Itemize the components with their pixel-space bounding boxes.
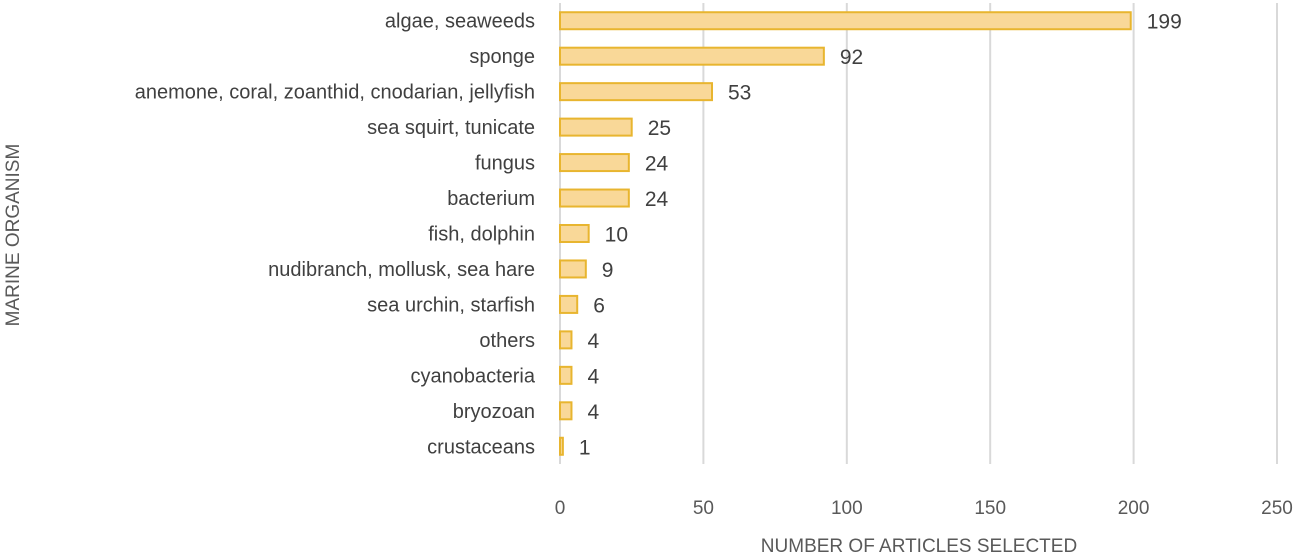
x-axis-title: NUMBER OF ARTICLES SELECTED <box>761 536 1077 556</box>
bar <box>559 46 825 66</box>
category-label: sponge <box>469 46 535 68</box>
bar <box>559 365 573 385</box>
data-label: 9 <box>602 259 614 282</box>
x-tick-label: 0 <box>555 498 566 519</box>
bar <box>559 188 630 208</box>
bar <box>559 294 579 314</box>
category-label: sea squirt, tunicate <box>367 117 535 139</box>
category-label: cyanobacteria <box>410 365 535 387</box>
x-tick-label: 50 <box>693 498 714 519</box>
data-label: 6 <box>593 294 605 317</box>
bars <box>559 11 1132 456</box>
y-axis-title: MARINE ORGANISM <box>3 144 24 327</box>
data-label: 4 <box>587 401 599 424</box>
category-label: algae, seaweeds <box>385 11 535 33</box>
bar <box>559 330 573 350</box>
bar <box>559 436 564 456</box>
category-label: fish, dolphin <box>428 224 535 246</box>
category-label: bacterium <box>447 188 535 210</box>
data-label: 1 <box>579 436 591 459</box>
category-label: crustaceans <box>427 436 535 458</box>
category-label: anemone, coral, zoanthid, cnodarian, jel… <box>135 82 535 104</box>
data-label: 24 <box>645 188 669 211</box>
data-label: 53 <box>728 82 751 105</box>
data-label: 92 <box>840 46 863 69</box>
x-tick-label: 250 <box>1261 498 1293 519</box>
bar <box>559 153 630 173</box>
category-label: nudibranch, mollusk, sea hare <box>268 259 535 281</box>
data-label: 10 <box>605 224 628 247</box>
bar <box>559 11 1132 31</box>
data-label: 24 <box>645 153 669 176</box>
gridlines <box>559 3 1278 464</box>
x-tick-label: 200 <box>1118 498 1150 519</box>
bar <box>559 117 633 137</box>
category-labels: algae, seaweeds sponge anemone, coral, zoa… <box>135 11 536 459</box>
category-label: fungus <box>475 153 535 175</box>
bar <box>559 401 573 421</box>
x-tick-labels: 0 50 100 150 200 250 <box>555 498 1293 519</box>
data-label: 25 <box>648 117 671 140</box>
x-tick-label: 100 <box>831 498 863 519</box>
data-label: 4 <box>587 330 599 353</box>
bar <box>559 224 590 243</box>
x-tick-label: 150 <box>974 498 1006 519</box>
bar <box>559 259 587 279</box>
category-label: sea urchin, starfish <box>367 294 535 316</box>
data-label: 199 <box>1147 11 1182 34</box>
category-label: others <box>479 330 535 352</box>
data-label: 4 <box>587 365 599 388</box>
bar <box>559 82 714 102</box>
data-labels: 199 92 53 25 24 24 10 9 6 4 4 4 1 <box>579 11 1182 460</box>
category-label: bryozoan <box>453 401 535 423</box>
